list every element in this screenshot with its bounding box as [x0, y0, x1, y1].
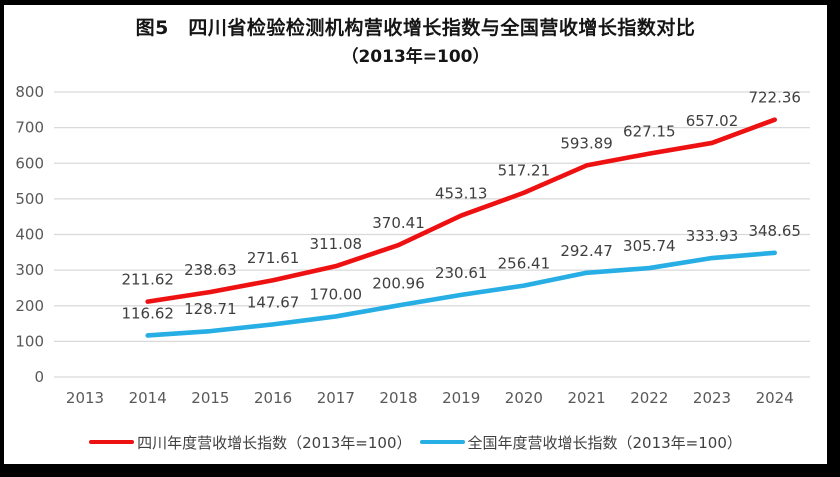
y-tick-label-0: 0 — [34, 368, 44, 386]
data-label-0-2014: 211.62 — [121, 271, 174, 289]
y-tick-label-200: 200 — [15, 297, 44, 315]
frame-left-border — [0, 0, 4, 477]
x-tick-label-2017: 2017 — [317, 389, 355, 407]
series-line-0 — [145, 117, 778, 304]
x-tick-label-2016: 2016 — [254, 389, 292, 407]
frame-right-border — [827, 0, 840, 477]
x-tick-label-2018: 2018 — [379, 389, 417, 407]
data-label-1-2023: 333.93 — [686, 227, 739, 245]
x-tick-label-2015: 2015 — [191, 389, 229, 407]
y-tick-label-400: 400 — [15, 226, 44, 244]
legend-label-national: 全国年度营收增长指数（2013年=100） — [467, 433, 742, 452]
data-label-1-2014: 116.62 — [121, 304, 174, 322]
data-label-1-2015: 128.71 — [184, 300, 237, 318]
legend-label-sichuan: 四川年度营收增长指数（2013年=100） — [137, 433, 412, 452]
x-tick-label-2022: 2022 — [630, 389, 668, 407]
data-label-0-2019: 453.13 — [435, 185, 488, 203]
x-tick-label-2023: 2023 — [693, 389, 731, 407]
x-tick-label-2019: 2019 — [442, 389, 480, 407]
x-tick-label-2014: 2014 — [129, 389, 167, 407]
legend-item-sichuan: 四川年度营收增长指数（2013年=100） — [89, 432, 412, 453]
data-label-1-2021: 292.47 — [560, 242, 613, 260]
data-label-1-2018: 200.96 — [372, 274, 425, 292]
y-tick-label-700: 700 — [15, 119, 44, 137]
y-tick-label-100: 100 — [15, 332, 44, 350]
x-tick-label-2020: 2020 — [505, 389, 543, 407]
y-tick-label-500: 500 — [15, 190, 44, 208]
data-label-0-2015: 238.63 — [184, 261, 237, 279]
data-label-1-2019: 230.61 — [435, 264, 488, 282]
data-label-0-2022: 627.15 — [623, 123, 676, 141]
x-tick-label-2013: 2013 — [66, 389, 104, 407]
chart-title: 图5 四川省检验检测机构营收增长指数与全国营收增长指数对比 — [135, 17, 696, 39]
data-label-0-2016: 271.61 — [247, 249, 300, 267]
data-label-1-2016: 147.67 — [247, 293, 300, 311]
legend-item-national: 全国年度营收增长指数（2013年=100） — [419, 432, 742, 453]
series-line-1 — [145, 250, 778, 338]
data-label-0-2020: 517.21 — [498, 162, 551, 180]
data-label-1-2020: 256.41 — [498, 255, 551, 273]
national-series-line-icon — [419, 440, 465, 444]
y-tick-label-800: 800 — [15, 83, 44, 101]
chart-legend: 四川年度营收增长指数（2013年=100） 全国年度营收增长指数（2013年=1… — [4, 432, 827, 452]
data-label-0-2018: 370.41 — [372, 214, 425, 232]
y-tick-label-300: 300 — [15, 261, 44, 279]
frame-top-border — [0, 0, 840, 5]
data-label-0-2024: 722.36 — [748, 89, 801, 107]
data-label-0-2023: 657.02 — [686, 112, 739, 130]
data-label-0-2021: 593.89 — [560, 134, 613, 152]
x-tick-label-2021: 2021 — [568, 389, 606, 407]
data-label-1-2017: 170.00 — [310, 285, 363, 303]
data-label-1-2024: 348.65 — [748, 222, 801, 240]
sichuan-series-line-icon — [89, 440, 135, 444]
x-tick-label-2024: 2024 — [756, 389, 794, 407]
y-tick-label-600: 600 — [15, 154, 44, 172]
frame-bottom-border — [0, 464, 840, 477]
data-label-1-2022: 305.74 — [623, 237, 676, 255]
data-label-0-2017: 311.08 — [310, 235, 363, 253]
chart-subtitle: （2013年=100） — [341, 47, 490, 67]
